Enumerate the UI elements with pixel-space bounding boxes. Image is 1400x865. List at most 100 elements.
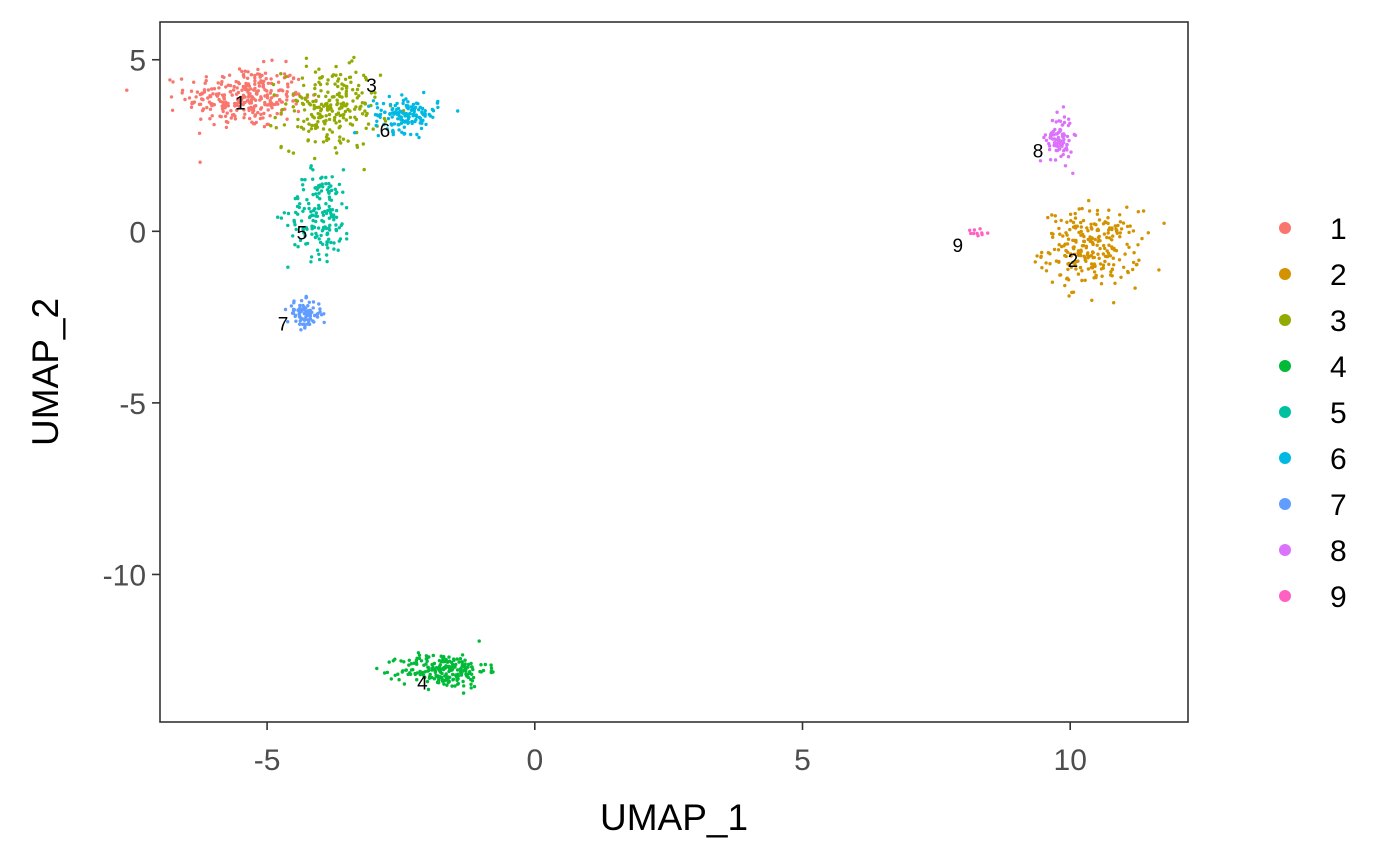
- cluster-2-point: [1112, 263, 1116, 267]
- cluster-4-point: [396, 672, 400, 676]
- cluster-1-point: [204, 75, 208, 79]
- cluster-5-point: [324, 202, 328, 206]
- cluster-4-point: [447, 655, 451, 659]
- cluster-4-point: [459, 671, 464, 675]
- cluster-6-point: [381, 101, 386, 106]
- cluster-9-point: [975, 231, 979, 236]
- cluster-2-point: [1046, 215, 1050, 220]
- cluster-1-point: [195, 90, 200, 94]
- cluster-6-point: [408, 111, 412, 116]
- cluster-5-point: [337, 182, 342, 187]
- cluster-2-point: [1076, 272, 1081, 276]
- legend-label-6: 6: [1330, 443, 1347, 476]
- cluster-5-point: [340, 202, 344, 206]
- cluster-2-point: [1082, 254, 1086, 258]
- legend-label-9: 9: [1330, 581, 1347, 614]
- cluster-1-point: [285, 90, 289, 94]
- cluster-8-point: [1054, 142, 1059, 146]
- cluster-4-point: [469, 661, 473, 666]
- cluster-5-point: [301, 183, 305, 187]
- cluster-1-point: [198, 160, 202, 164]
- cluster-1-point: [197, 131, 202, 135]
- cluster-6-point: [398, 109, 403, 113]
- cluster-2-point: [1113, 281, 1117, 285]
- cluster-6-point: [397, 128, 401, 132]
- cluster-3-point: [311, 99, 315, 104]
- cluster-2-point: [1116, 223, 1120, 228]
- cluster-8-point: [1067, 117, 1071, 121]
- cluster-1-point: [199, 117, 203, 121]
- cluster-3-point: [328, 105, 333, 109]
- cluster-2-point: [1033, 260, 1038, 264]
- cluster-4-point: [458, 667, 462, 671]
- cluster-4-point: [389, 677, 393, 681]
- cluster-1-point: [233, 104, 237, 108]
- cluster-1-point: [244, 84, 248, 88]
- cluster-1-point: [168, 78, 172, 82]
- cluster-5-point: [324, 253, 329, 257]
- cluster-1-point: [222, 97, 226, 101]
- cluster-4-point: [479, 663, 483, 667]
- cluster-1-point: [190, 100, 194, 105]
- cluster-7-point: [297, 313, 302, 317]
- cluster-5-point: [334, 223, 338, 227]
- cluster-1-point: [224, 100, 228, 104]
- y-axis-title: UMAP_2: [25, 298, 66, 446]
- cluster-3-point: [363, 102, 367, 106]
- cluster-2-point: [1071, 245, 1076, 250]
- cluster-3-point: [338, 113, 342, 118]
- cluster-6-point: [375, 102, 379, 106]
- cluster-7-point: [299, 328, 303, 332]
- cluster-3-point: [302, 119, 306, 124]
- cluster-4-point: [402, 660, 406, 664]
- cluster-2-point: [1072, 252, 1077, 256]
- cluster-5-point: [321, 220, 326, 224]
- cluster-5-point: [301, 227, 305, 231]
- cluster-5-point: [299, 219, 304, 223]
- cluster-3-point: [271, 82, 276, 87]
- cluster-3-point: [340, 87, 344, 91]
- cluster-4-point: [385, 670, 390, 675]
- cluster-4-point: [442, 682, 446, 686]
- cluster-1-point: [235, 101, 239, 106]
- cluster-3-point: [313, 70, 318, 74]
- cluster-4-point: [449, 660, 454, 665]
- cluster-2-point: [1104, 220, 1108, 225]
- cluster-2-point: [1087, 198, 1091, 203]
- cluster-1-point: [229, 116, 233, 120]
- cluster-3-point: [340, 82, 344, 86]
- x-tick-label: -5: [254, 744, 281, 777]
- cluster-1-point: [265, 96, 270, 100]
- cluster-5-point: [286, 211, 291, 216]
- legend-label-5: 5: [1330, 397, 1347, 430]
- cluster-4-point: [393, 673, 397, 677]
- cluster-3-point: [330, 95, 335, 99]
- cluster-2-point: [1135, 262, 1139, 267]
- cluster-1-point: [252, 122, 256, 126]
- cluster-4-point: [447, 666, 452, 671]
- cluster-2-point: [1111, 234, 1115, 238]
- cluster-3-point: [298, 94, 302, 99]
- cluster-2-point: [1131, 260, 1136, 265]
- cluster-2-point: [1101, 263, 1106, 267]
- cluster-1-point: [223, 114, 228, 119]
- cluster-5-point: [330, 175, 334, 179]
- cluster-4-point: [468, 670, 472, 674]
- cluster-3-point: [351, 99, 355, 103]
- cluster-2-point: [1111, 256, 1116, 260]
- cluster-1-point: [228, 90, 232, 94]
- cluster-2-point: [1065, 233, 1069, 237]
- cluster-4-point: [440, 675, 444, 680]
- cluster-6-point: [395, 112, 400, 117]
- cluster-6-point: [409, 132, 413, 137]
- cluster-4-point: [400, 670, 404, 674]
- cluster-1-point: [208, 107, 213, 112]
- cluster-3-point: [364, 126, 368, 130]
- cluster-3-point: [322, 104, 326, 108]
- cluster-2-point: [1071, 220, 1076, 225]
- cluster-2-point: [1107, 243, 1111, 247]
- cluster-3-point: [344, 118, 348, 122]
- cluster-label-8: 8: [1033, 141, 1044, 162]
- cluster-1-point: [236, 80, 241, 85]
- cluster-4-point: [460, 653, 465, 657]
